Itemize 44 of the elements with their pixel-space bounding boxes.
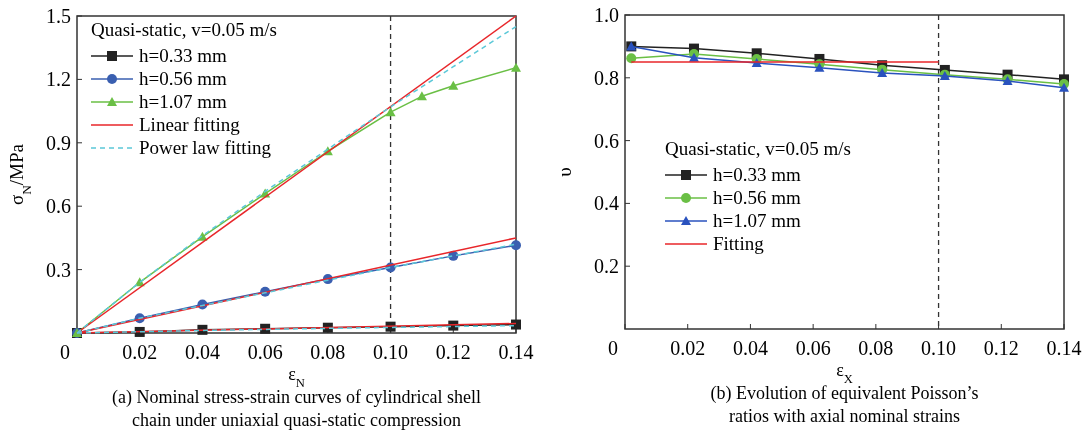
y-tick-label: 1.0 <box>594 4 619 26</box>
x-tick-label: 0.14 <box>498 341 534 363</box>
legend-label: Linear fitting <box>139 114 241 135</box>
x-tick-label: 0.08 <box>858 337 894 359</box>
y-tick-label: 0.6 <box>46 195 71 218</box>
x-tick-label: 0.14 <box>1046 337 1082 359</box>
y-tick-label: 0.4 <box>594 192 619 215</box>
y-tick-label: 1.5 <box>46 5 71 27</box>
legend-label: h=0.56 mm <box>139 68 227 89</box>
x-tick-label: 0.10 <box>921 337 957 359</box>
text: ratios with axial nominal strains <box>729 406 960 426</box>
y-tick-label: 0.3 <box>46 258 71 281</box>
x-axis-title: ε$_{X}$ <box>836 360 853 386</box>
legend-label: h=1.07 mm <box>139 91 227 112</box>
text: chain under uniaxial quasi-static compression <box>132 410 461 430</box>
legend-label: Power law fitting <box>139 137 272 158</box>
text: (b) Evolution of equivalent Poisson’s <box>710 383 979 404</box>
legend-title: Quasi-static, v=0.05 m/s <box>665 138 851 159</box>
x-tick-label: 0.10 <box>373 341 409 363</box>
legend-label: h=0.56 mm <box>713 187 801 208</box>
x-tick-label: 0.12 <box>435 341 471 363</box>
x-axis-title: ε$_{N}$ <box>288 364 305 390</box>
legend-label: h=1.07 mm <box>713 210 801 231</box>
y-tick-label: 0.8 <box>594 66 619 89</box>
x-tick-label: 0.02 <box>122 341 158 363</box>
x-tick-label: 0.08 <box>310 341 346 363</box>
x-tick-label: 0 <box>608 337 618 359</box>
legend-label: Fitting <box>713 233 765 254</box>
y-tick-label: 1.2 <box>46 68 71 91</box>
x-tick-label: 0.06 <box>247 341 283 363</box>
x-tick-label: 0.04 <box>732 337 768 359</box>
text: (a) Nominal stress-strain curves of cylindrical shell <box>112 387 481 408</box>
x-tick-label: 0.04 <box>184 341 220 363</box>
y-tick-label: 0.9 <box>46 131 71 154</box>
y-tick-label: 0.6 <box>594 129 619 152</box>
legend-title: Quasi-static, v=0.05 m/s <box>91 19 277 40</box>
legend-label: h=0.33 mm <box>139 45 227 66</box>
x-tick-label: 0 <box>60 341 70 363</box>
y-tick-label: 0.2 <box>594 255 619 278</box>
y-axis-title: υ <box>554 167 575 177</box>
x-tick-label: 0.02 <box>670 337 706 359</box>
x-tick-label: 0.06 <box>795 337 831 359</box>
legend-label: h=0.33 mm <box>713 164 801 185</box>
x-tick-label: 0.12 <box>983 337 1019 359</box>
